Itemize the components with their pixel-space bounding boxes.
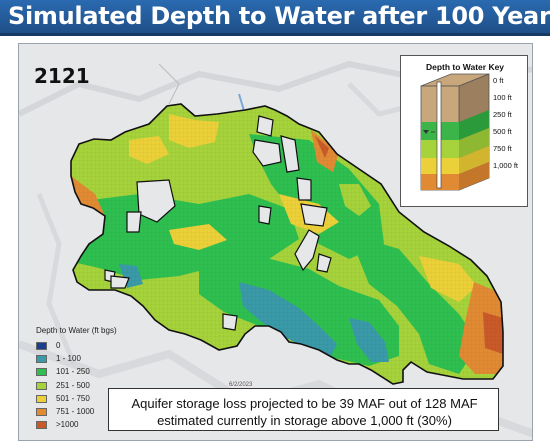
map-year: 2121	[34, 64, 90, 88]
page-title: Simulated Depth to Water after 100 Years	[8, 2, 550, 30]
legend-item: 101 - 250	[36, 367, 176, 380]
key-label-1000ft: 1,000 ft	[493, 161, 519, 170]
depth-key-panel: Depth to Water Key 0 ft 100 ft 250 ft 50…	[400, 55, 528, 207]
legend-label: 0	[56, 341, 61, 350]
legend-title: Depth to Water (ft bgs)	[36, 326, 117, 335]
legend-swatch	[36, 355, 47, 364]
legend-swatch	[36, 381, 47, 390]
legend-swatch	[36, 342, 47, 350]
storage-note-box: 6/2/2023 Aquifer storage loss projected …	[108, 382, 499, 431]
legend-label: 1 - 100	[56, 354, 81, 364]
legend-label: 751 - 1000	[56, 406, 95, 416]
legend-item: 0	[36, 341, 176, 354]
note-date: 6/2/2023	[229, 382, 253, 388]
map-legend: Depth to Water (ft bgs) 0 1 - 100 101 - 25…	[36, 326, 176, 433]
key-label-750ft: 750 ft	[493, 144, 512, 153]
legend-swatch	[36, 421, 47, 430]
title-bar: Simulated Depth to Water after 100 Years	[0, 0, 550, 36]
legend-swatch	[36, 368, 47, 377]
legend-item: 501 - 750	[36, 394, 176, 407]
note-line-1: Aquifer storage loss projected to be 39 …	[131, 396, 478, 411]
legend-items: 0 1 - 100 101 - 250 251 - 500 501 - 750 751 -…	[36, 341, 176, 433]
legend-swatch	[36, 407, 47, 416]
key-label-500ft: 500 ft	[493, 127, 512, 136]
basemap	[19, 44, 532, 440]
legend-item: >1000	[36, 420, 176, 433]
legend-label: >1000	[56, 420, 79, 430]
depth-key-block-diagram	[420, 73, 490, 191]
note-line-2: estimated currently in storage above 1,0…	[157, 413, 452, 428]
legend-label: 101 - 250	[56, 367, 90, 377]
legend-label: 501 - 750	[56, 393, 90, 403]
key-label-0ft: 0 ft	[493, 76, 504, 85]
legend-item: 251 - 500	[36, 381, 176, 394]
key-label-100ft: 100 ft	[493, 93, 512, 102]
key-label-250ft: 250 ft	[493, 110, 512, 119]
legend-item: 1 - 100	[36, 354, 176, 367]
depth-key-title: Depth to Water Key	[425, 62, 505, 72]
legend-item: 751 - 1000	[36, 407, 176, 420]
legend-swatch	[36, 394, 47, 403]
legend-label: 251 - 500	[56, 380, 90, 390]
